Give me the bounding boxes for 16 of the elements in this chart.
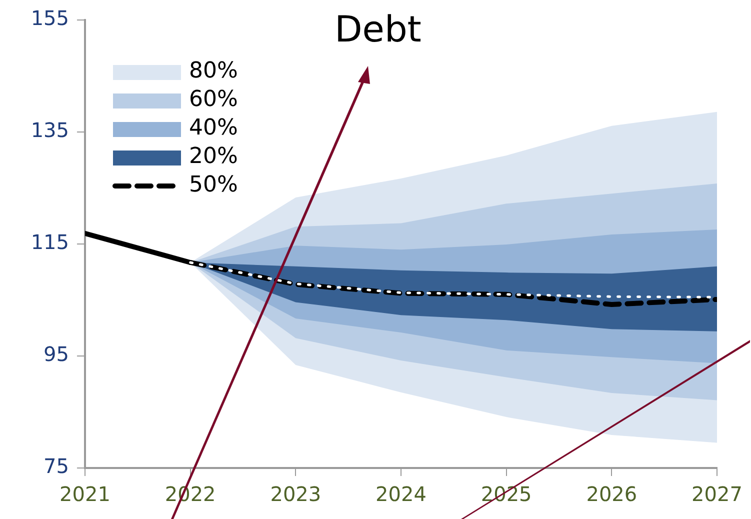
x-tick-label: 2024 — [376, 482, 426, 506]
legend-label: 20% — [189, 144, 238, 170]
legend-label: 60% — [189, 87, 238, 112]
x-tick-label: 2026 — [586, 482, 638, 506]
legend-label: 80% — [189, 58, 238, 84]
x-tick-label: 2023 — [270, 482, 322, 506]
legend-label: 50% — [189, 172, 238, 198]
y-tick-label: 135 — [30, 118, 69, 142]
y-tick-label: 115 — [30, 230, 69, 254]
chart-title: Debt — [334, 9, 422, 50]
y-tick-label: 75 — [44, 454, 69, 478]
x-tick-label: 2021 — [60, 482, 110, 506]
legend-label: 40% — [189, 116, 238, 141]
x-tick-label: 2027 — [692, 482, 742, 506]
y-tick-label: 95 — [44, 342, 69, 366]
y-tick-label: 155 — [30, 6, 69, 30]
